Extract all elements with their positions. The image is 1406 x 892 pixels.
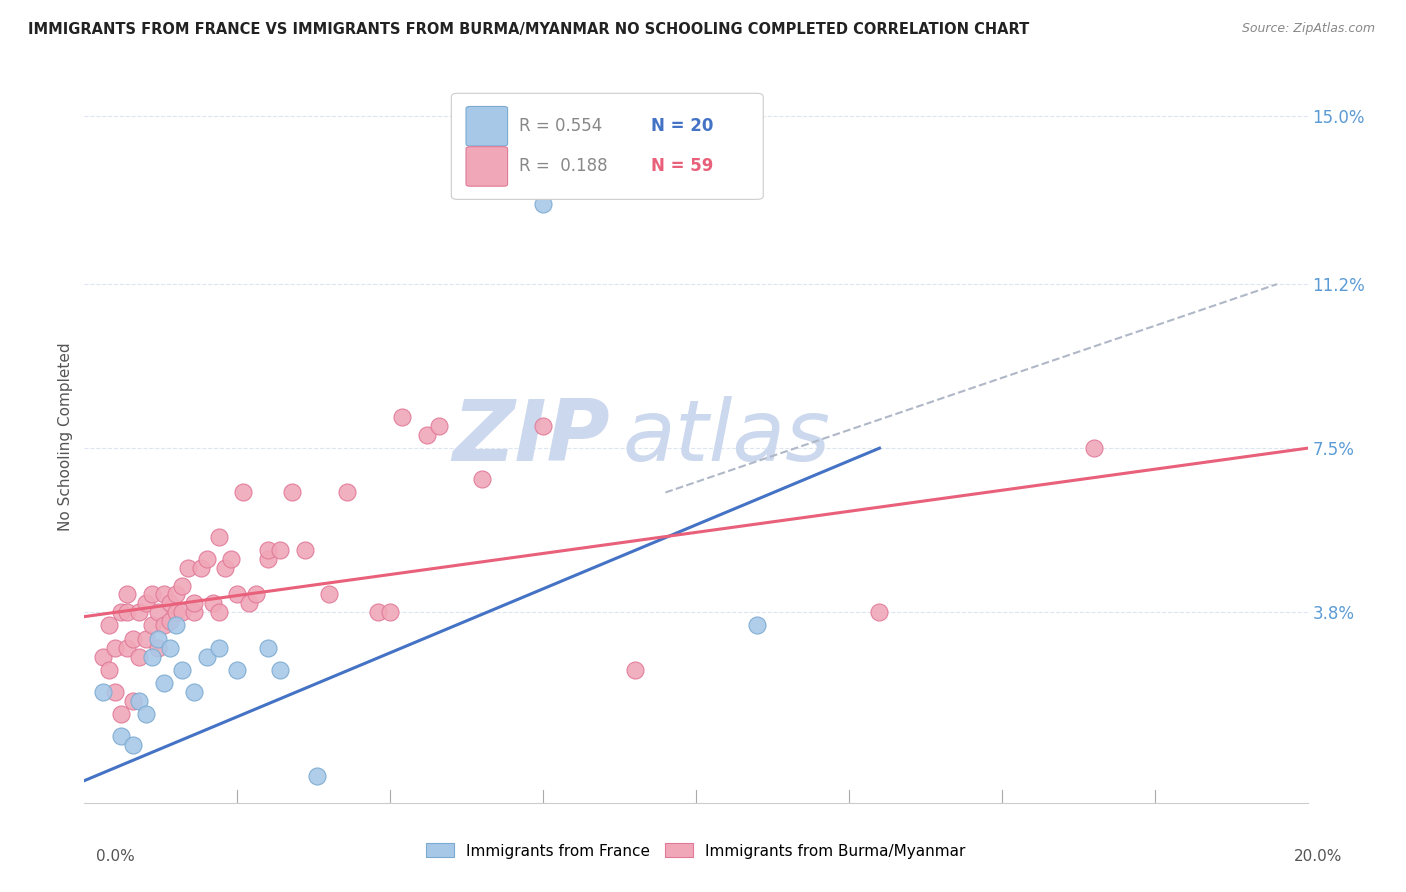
Point (97, 663, 120, 677)
Point (172, 663, 194, 677)
Point (146, 632, 169, 646)
Text: R =  0.188: R = 0.188 (519, 158, 607, 176)
Point (153, 676, 176, 690)
Point (201, 596, 224, 610)
Point (183, 685, 205, 699)
Point (232, 485, 254, 500)
Point (165, 587, 187, 601)
Point (219, 552, 242, 566)
Point (165, 618, 187, 632)
Point (135, 632, 157, 646)
Point (159, 640, 181, 655)
Point (172, 605, 194, 619)
Point (294, 543, 316, 558)
Point (122, 632, 145, 646)
Point (110, 729, 132, 743)
FancyBboxPatch shape (465, 106, 508, 146)
Point (190, 561, 212, 575)
Point (195, 649, 218, 664)
Point (380, 605, 402, 619)
Text: 20.0%: 20.0% (1295, 849, 1343, 864)
Point (318, 587, 340, 601)
Point (141, 649, 163, 664)
Point (624, 663, 647, 677)
Text: IMMIGRANTS FROM FRANCE VS IMMIGRANTS FROM BURMA/MYANMAR NO SCHOOLING COMPLETED C: IMMIGRANTS FROM FRANCE VS IMMIGRANTS FRO… (28, 22, 1029, 37)
Point (146, 605, 169, 619)
Point (159, 614, 181, 628)
Text: ZIP: ZIP (453, 395, 610, 479)
Point (115, 605, 138, 619)
Point (110, 605, 132, 619)
Point (427, 419, 450, 434)
Point (281, 485, 304, 500)
Text: atlas: atlas (623, 395, 831, 479)
Point (391, 410, 413, 425)
Point (91, 649, 114, 664)
Point (471, 472, 494, 486)
Point (97, 618, 120, 632)
Point (531, 419, 554, 434)
Text: Source: ZipAtlas.com: Source: ZipAtlas.com (1241, 22, 1375, 36)
Point (165, 605, 187, 619)
Text: 0.0%: 0.0% (96, 849, 135, 864)
Point (269, 663, 291, 677)
Y-axis label: No Schooling Completed: No Schooling Completed (58, 343, 73, 532)
Point (214, 561, 236, 575)
Point (208, 640, 231, 655)
Point (226, 587, 249, 601)
Point (269, 543, 291, 558)
Point (153, 587, 176, 601)
Point (336, 485, 359, 500)
Point (195, 552, 218, 566)
Point (531, 197, 554, 211)
Point (135, 596, 157, 610)
Point (1083, 441, 1105, 455)
Point (122, 694, 145, 708)
Point (183, 605, 205, 619)
Legend: Immigrants from France, Immigrants from Burma/Myanmar: Immigrants from France, Immigrants from … (420, 838, 972, 864)
Point (122, 738, 145, 752)
Point (128, 649, 150, 664)
Point (153, 618, 176, 632)
Point (257, 640, 280, 655)
Point (238, 596, 260, 610)
Point (208, 605, 231, 619)
Point (115, 640, 138, 655)
Point (305, 769, 328, 783)
Point (141, 618, 163, 632)
Point (128, 605, 150, 619)
Point (104, 640, 127, 655)
Point (128, 694, 150, 708)
FancyBboxPatch shape (451, 94, 763, 200)
Point (208, 530, 231, 544)
Point (141, 587, 163, 601)
Point (257, 552, 280, 566)
Text: N = 20: N = 20 (651, 117, 713, 136)
Point (115, 587, 138, 601)
Point (110, 707, 132, 722)
Text: R = 0.554: R = 0.554 (519, 117, 602, 136)
Point (747, 618, 769, 632)
Point (177, 561, 200, 575)
Point (172, 578, 194, 592)
Point (367, 605, 389, 619)
Point (416, 428, 439, 442)
Point (159, 596, 181, 610)
FancyBboxPatch shape (465, 146, 508, 186)
Point (183, 596, 205, 610)
Point (91, 685, 114, 699)
Point (135, 707, 157, 722)
Point (245, 587, 267, 601)
Point (104, 685, 127, 699)
Text: N = 59: N = 59 (651, 158, 713, 176)
Point (146, 640, 169, 655)
Point (257, 543, 280, 558)
Point (869, 605, 891, 619)
Point (226, 663, 249, 677)
